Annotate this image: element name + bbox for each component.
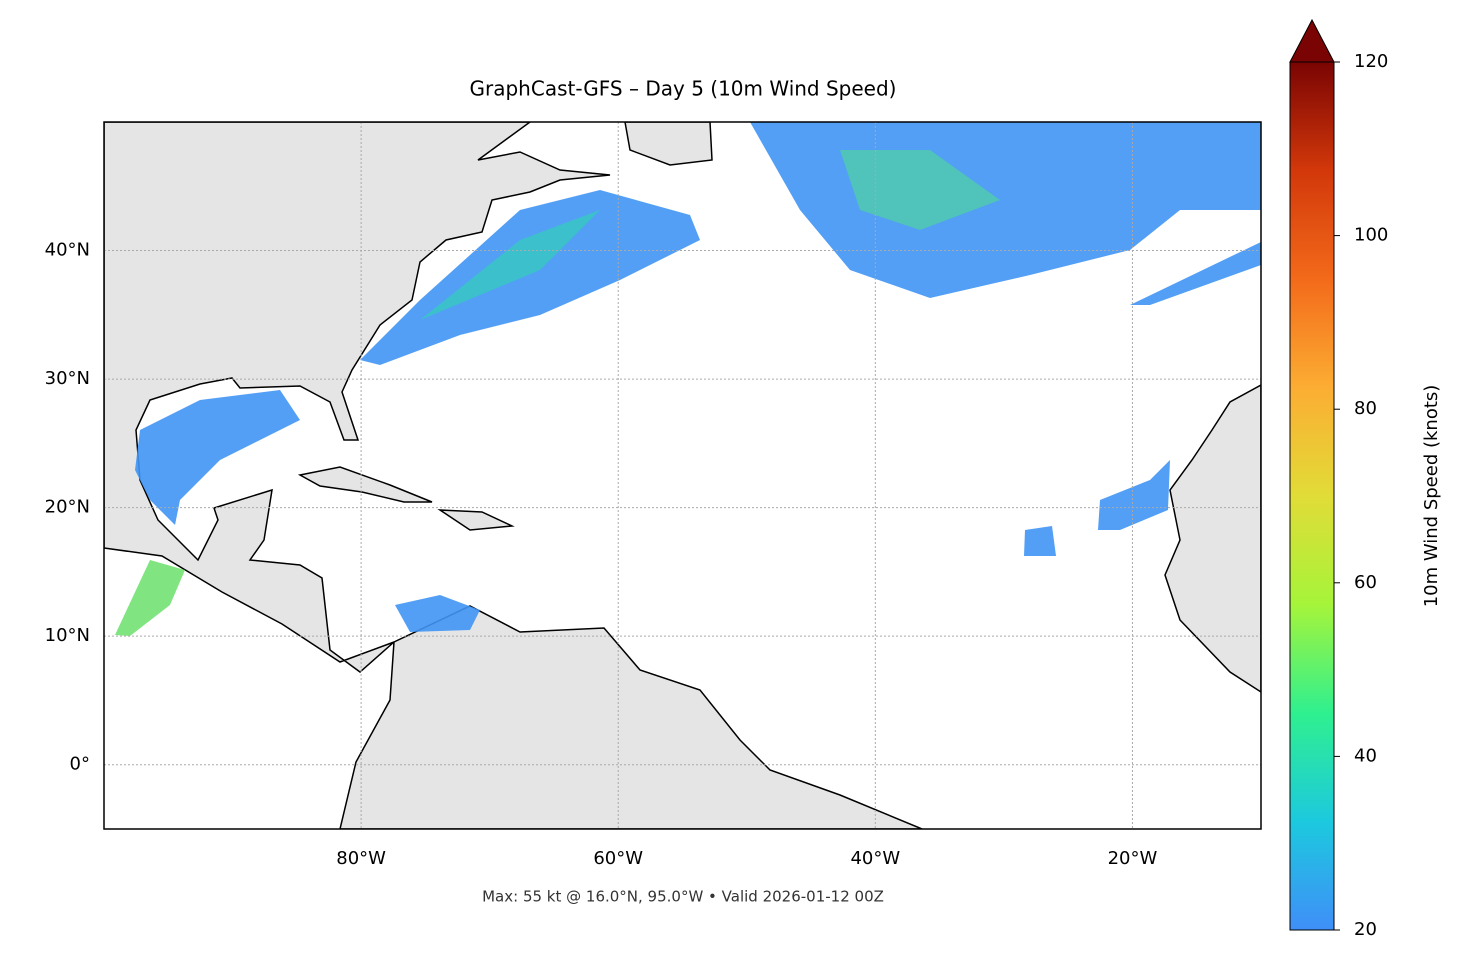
hispaniola xyxy=(437,509,515,531)
wind-field xyxy=(1098,460,1170,530)
north-america xyxy=(104,122,611,673)
colorbar-label: 10m Wind Speed (knots) xyxy=(1421,385,1442,608)
x-tick-label: 80°W xyxy=(336,848,386,869)
colorbar-tick-label: 80 xyxy=(1354,398,1377,419)
wind-field xyxy=(135,390,300,525)
x-tick-label: 20°W xyxy=(1108,848,1158,869)
y-tick-label: 10°N xyxy=(45,625,90,646)
colorbar-tick-label: 20 xyxy=(1354,919,1377,940)
newfoundland xyxy=(624,122,713,166)
colorbar-tick-label: 60 xyxy=(1354,572,1377,593)
wind-field xyxy=(395,595,480,632)
colorbar-tick-label: 100 xyxy=(1354,225,1388,246)
x-tick-label: 60°W xyxy=(593,848,643,869)
wind-field xyxy=(115,560,185,636)
footnote: Max: 55 kt @ 16.0°N, 95.0°W • Valid 2026… xyxy=(482,888,884,906)
south-america xyxy=(339,605,923,829)
grid xyxy=(104,122,1261,829)
africa xyxy=(1164,384,1261,693)
colorbar-extend xyxy=(1289,18,1335,63)
wind-field xyxy=(1024,526,1056,556)
wind-field xyxy=(840,150,1000,230)
colorbar-tick-label: 120 xyxy=(1354,51,1388,72)
wind-field xyxy=(360,190,700,365)
wind-field xyxy=(1130,242,1261,305)
map-frame xyxy=(103,121,1262,830)
colorbar xyxy=(1289,61,1335,931)
cuba xyxy=(297,466,433,503)
y-tick-label: 40°N xyxy=(45,240,90,261)
x-tick-label: 40°W xyxy=(850,848,900,869)
y-tick-label: 30°N xyxy=(45,368,90,389)
colorbar-tick-label: 40 xyxy=(1354,745,1377,766)
chart-title: GraphCast-GFS – Day 5 (10m Wind Speed) xyxy=(470,77,897,101)
wind-field xyxy=(420,210,600,320)
y-tick-label: 20°N xyxy=(45,497,90,518)
map-area xyxy=(104,122,1261,829)
y-tick-label: 0° xyxy=(70,754,90,775)
